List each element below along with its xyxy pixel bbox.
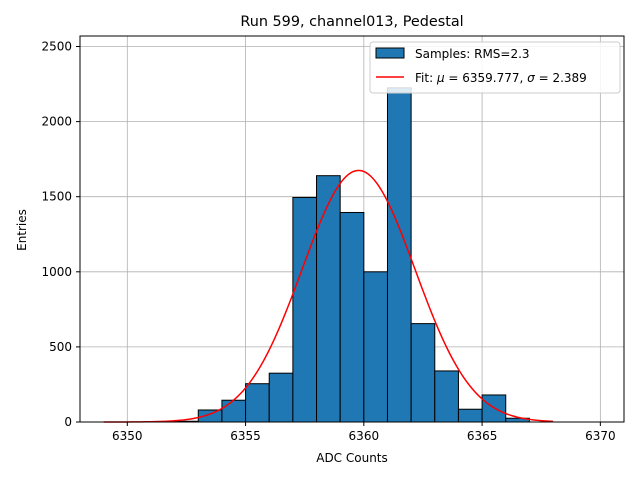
y-tick-label: 500 [49,340,72,354]
histogram-bar [221,399,247,423]
histogram-bar [457,408,483,423]
y-tick-label: 0 [64,415,72,429]
histogram-bar [434,370,459,423]
histogram-bar [363,271,388,423]
histogram-bar [268,372,294,423]
y-tick-label: 1500 [41,190,72,204]
legend-label-fit: Fit: μ = 6359.777, σ = 2.389 [415,71,587,85]
histogram-bar [245,383,270,423]
x-tick-label: 6365 [467,429,498,443]
x-tick-label: 6350 [112,429,143,443]
chart-title: Run 599, channel013, Pedestal [240,14,463,30]
x-tick-label: 6355 [230,429,261,443]
y-tick-label: 2000 [41,115,72,129]
x-tick-label: 6370 [585,429,616,443]
legend-swatch-samples [375,47,405,59]
legend-label-samples: Samples: RMS=2.3 [415,47,530,61]
legend-fit-sigma-value: = 2.389 [535,71,587,85]
legend-fit-prefix: Fit: [415,71,437,85]
x-axis-label: ADC Counts [316,451,388,465]
y-tick-label: 2500 [41,40,72,54]
histogram-bar [316,175,341,423]
legend: Samples: RMS=2.3 Fit: μ = 6359.777, σ = … [369,41,621,94]
legend-fit-mu-value: = 6359.777, [445,71,528,85]
legend-fit-sigma-symbol: σ [527,71,535,85]
x-tick-label: 6360 [349,429,380,443]
y-axis-label: Entries [15,209,29,251]
fit-curve [103,169,554,423]
plot-area: 6350 6355 6360 6365 6370 0 500 1000 1500 2000 2500 [41,35,625,443]
histogram-bar [410,323,436,423]
axes-frame [79,35,625,423]
histogram-bar [339,211,365,423]
y-tick-label: 1000 [41,265,72,279]
histogram-bar [292,196,318,423]
legend-fit-mu-symbol: μ [436,71,445,85]
legend-frame [369,41,621,94]
histogram-bar [386,87,412,423]
